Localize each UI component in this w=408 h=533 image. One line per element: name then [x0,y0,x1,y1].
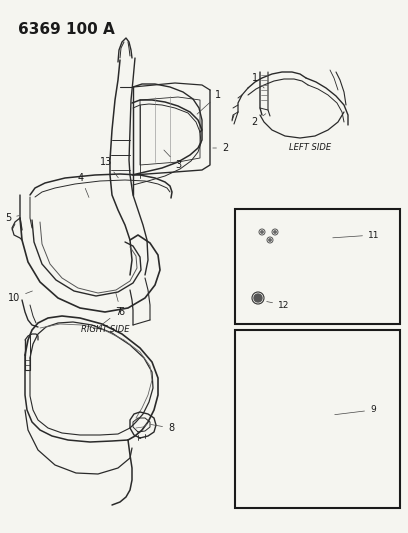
Text: 1: 1 [252,73,264,88]
Text: 3: 3 [164,150,181,170]
Text: 8: 8 [151,423,174,433]
Bar [235,330,400,508]
Circle shape [254,294,262,302]
Text: 5: 5 [5,213,19,223]
Text: 6: 6 [116,293,124,317]
Circle shape [274,231,276,233]
Circle shape [261,231,263,233]
Text: LEFT SIDE: LEFT SIDE [289,143,331,152]
Text: 2: 2 [213,143,228,153]
Text: 1: 1 [197,90,221,114]
Text: 12: 12 [267,301,289,310]
Text: 10: 10 [8,291,32,303]
Text: 4: 4 [78,173,89,197]
Circle shape [269,239,271,241]
Text: 11: 11 [333,230,379,239]
Text: RIGHT SIDE: RIGHT SIDE [81,326,129,335]
Bar [235,209,400,324]
Text: 6369 100 A: 6369 100 A [18,22,115,37]
Text: 2: 2 [252,114,266,127]
Text: 9: 9 [335,406,376,415]
Text: 13: 13 [100,157,118,178]
Text: 7: 7 [97,307,121,328]
